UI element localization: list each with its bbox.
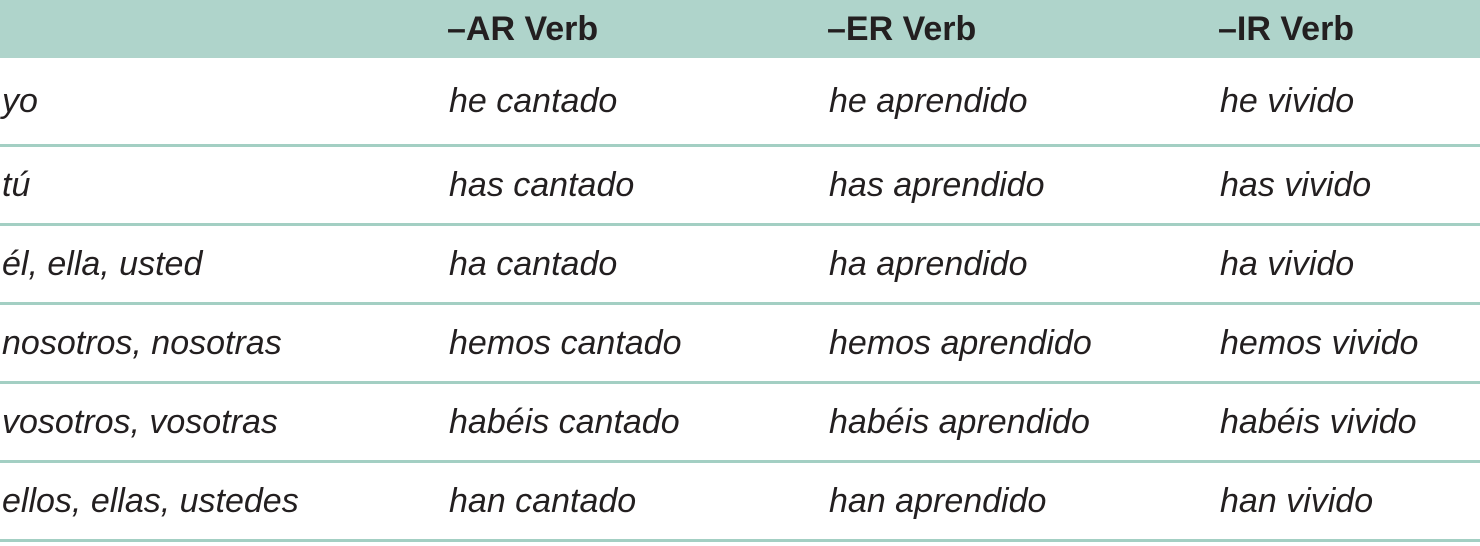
ir-cell: ha vivido xyxy=(1218,224,1480,305)
subject-cell: tú xyxy=(0,145,447,226)
ir-cell: habéis vivido xyxy=(1218,382,1480,463)
ar-cell: he cantado xyxy=(447,58,827,147)
er-cell: has aprendido xyxy=(827,145,1218,226)
table-row: tú has cantado has aprendido has vivido xyxy=(0,145,1480,226)
er-cell: habéis aprendido xyxy=(827,382,1218,463)
er-cell: he aprendido xyxy=(827,58,1218,147)
header-row: –AR Verb –ER Verb –IR Verb xyxy=(0,0,1480,58)
header-subject xyxy=(0,0,447,58)
subject-cell: ellos, ellas, ustedes xyxy=(0,461,447,542)
table-row: yo he cantado he aprendido he vivido xyxy=(0,58,1480,147)
ar-cell: habéis cantado xyxy=(447,382,827,463)
subject-cell: yo xyxy=(0,58,447,147)
header-er: –ER Verb xyxy=(827,9,977,48)
er-cell: hemos aprendido xyxy=(827,303,1218,384)
ar-cell: hemos cantado xyxy=(447,303,827,384)
ir-cell: hemos vivido xyxy=(1218,303,1480,384)
table-row: ellos, ellas, ustedes han cantado han apre… xyxy=(0,461,1480,542)
subject-cell: vosotros, vosotras xyxy=(0,382,447,463)
header-ar: –AR Verb xyxy=(447,9,599,48)
table-row: vosotros, vosotras habéis cantado habéis a… xyxy=(0,382,1480,463)
header-ir: –IR Verb xyxy=(1218,9,1355,48)
ir-cell: han vivido xyxy=(1218,461,1480,542)
ar-cell: han cantado xyxy=(447,461,827,542)
table-row: él, ella, usted ha cantado ha aprendido ha … xyxy=(0,224,1480,305)
table-row: nosotros, nosotras hemos cantado hemos apr… xyxy=(0,303,1480,384)
er-cell: han aprendido xyxy=(827,461,1218,542)
ar-cell: has cantado xyxy=(447,145,827,226)
er-cell: ha aprendido xyxy=(827,224,1218,305)
subject-cell: nosotros, nosotras xyxy=(0,303,447,384)
subject-cell: él, ella, usted xyxy=(0,224,447,305)
ir-cell: has vivido xyxy=(1218,145,1480,226)
ar-cell: ha cantado xyxy=(447,224,827,305)
ir-cell: he vivido xyxy=(1218,58,1480,147)
